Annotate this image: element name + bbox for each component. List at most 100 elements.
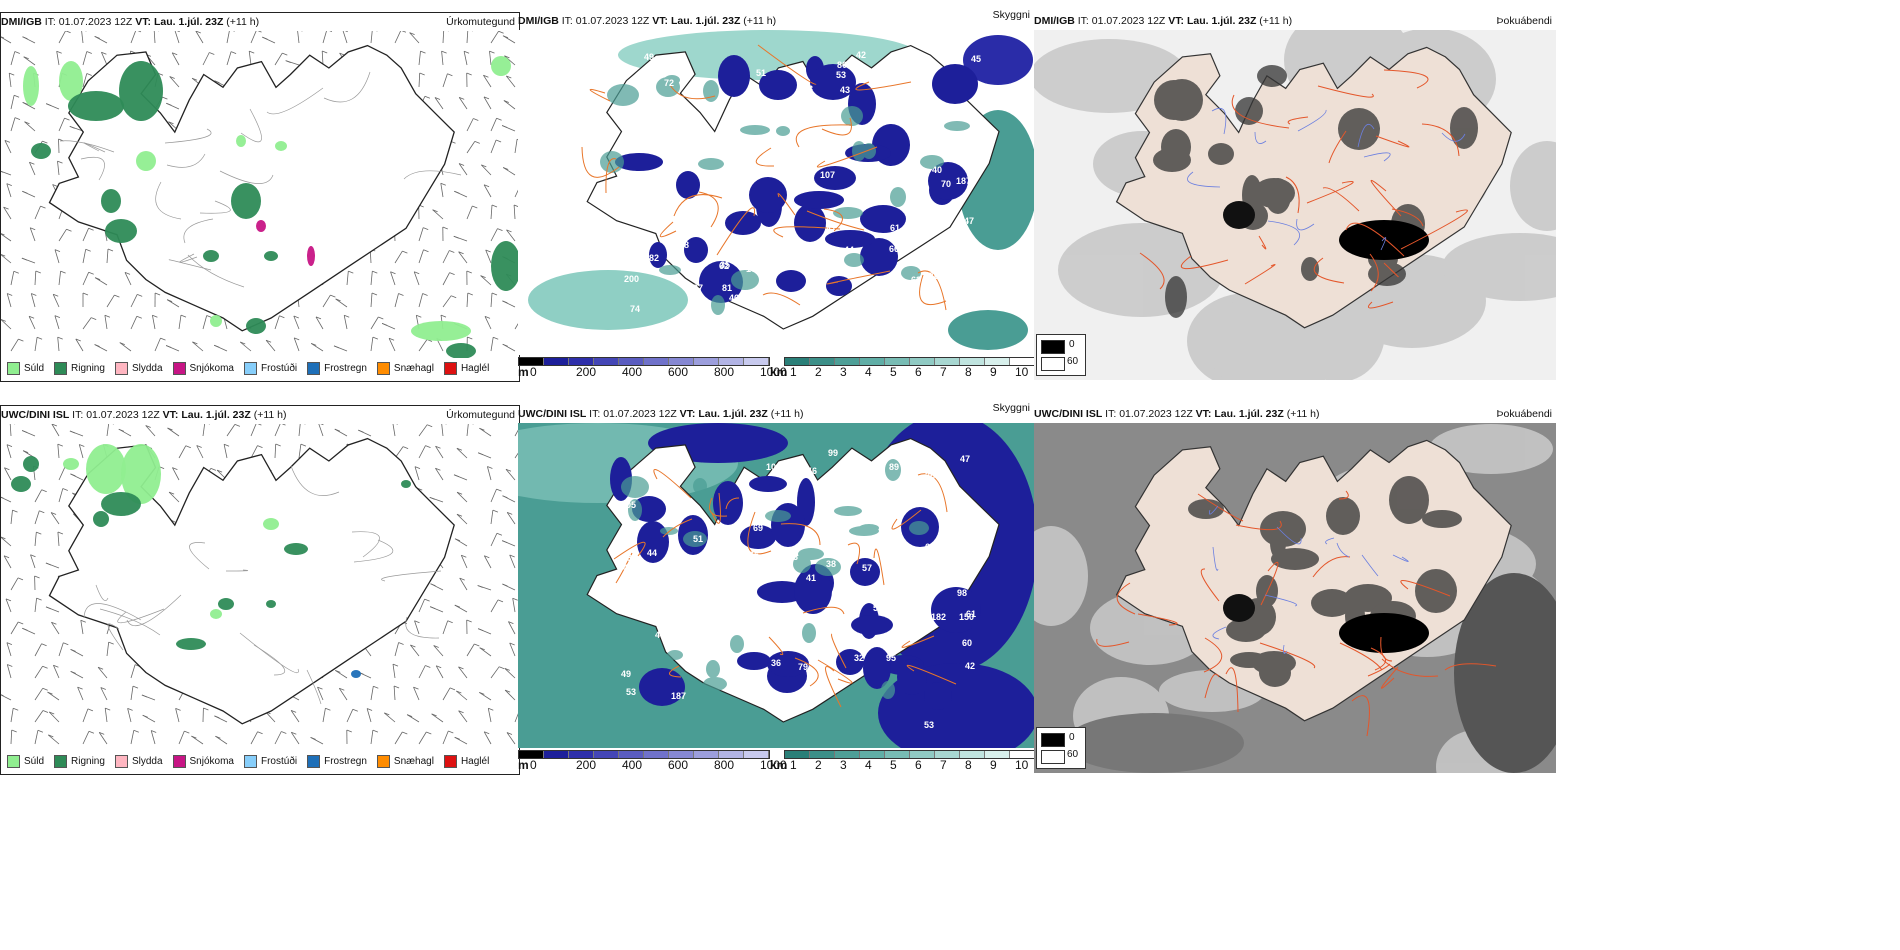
precip-legend-swatch bbox=[114, 362, 128, 375]
wind-barb-feather bbox=[454, 538, 461, 542]
wind-barb bbox=[10, 338, 19, 352]
wind-barb bbox=[171, 52, 180, 66]
wind-barb-feather bbox=[165, 345, 172, 348]
road-line bbox=[1391, 208, 1424, 227]
scale-tick-label: 9 bbox=[990, 758, 997, 772]
wind-barb bbox=[82, 731, 90, 745]
panel-visibility-dmi: DMI/IGB IT: 01.07.2023 12Z VT: Lau. 1.jú… bbox=[518, 9, 1036, 380]
visibility-value-label: 42 bbox=[965, 661, 975, 671]
wind-barb-feather bbox=[430, 583, 436, 587]
river-line bbox=[1276, 526, 1302, 545]
wind-barb-feather bbox=[372, 270, 378, 274]
road-line bbox=[1383, 69, 1429, 89]
precip-legend-item: Snæhagl bbox=[376, 362, 434, 375]
wind-barb bbox=[514, 187, 519, 198]
wind-barb bbox=[504, 55, 516, 66]
wind-barb bbox=[504, 689, 516, 701]
wind-barb-feather bbox=[132, 685, 139, 689]
panel-visibility-uwc: UWC/DINI ISL IT: 01.07.2023 12Z VT: Lau.… bbox=[518, 402, 1036, 773]
wind-barb bbox=[490, 533, 498, 547]
precip-area bbox=[218, 598, 234, 610]
wind-barb-feather bbox=[466, 270, 472, 274]
wind-barb-feather bbox=[384, 712, 390, 716]
road-line bbox=[1339, 642, 1383, 671]
visibility-value-label: 56 bbox=[873, 603, 883, 613]
wind-barb-feather bbox=[137, 294, 143, 297]
wind-barb-feather bbox=[56, 50, 62, 54]
wind-barb-feather bbox=[262, 36, 268, 40]
scale-color-step bbox=[569, 358, 594, 365]
wind-barb-feather bbox=[41, 643, 47, 647]
wind-barb bbox=[52, 294, 60, 308]
wind-barb bbox=[410, 644, 420, 657]
wind-barb-feather bbox=[322, 50, 328, 54]
wind-barb-feather bbox=[12, 509, 18, 513]
visibility-value-label: 88 bbox=[679, 240, 689, 250]
wind-barb-feather bbox=[480, 275, 486, 278]
wind-barb bbox=[10, 117, 16, 132]
road-line bbox=[906, 664, 957, 685]
wind-barb bbox=[418, 424, 428, 437]
scale-color-step bbox=[594, 751, 619, 758]
road-line bbox=[709, 497, 728, 517]
sea-low-visibility bbox=[963, 35, 1033, 85]
scale-color-step bbox=[669, 751, 694, 758]
wind-barb-feather bbox=[30, 554, 36, 558]
wind-barb-feather bbox=[373, 685, 379, 689]
visibility-value-label: 47 bbox=[686, 604, 696, 614]
wind-barb bbox=[34, 489, 43, 503]
wind-barb-feather bbox=[456, 491, 463, 495]
visibility-value-label: 35 bbox=[720, 260, 730, 270]
wind-barb bbox=[490, 139, 497, 154]
road-line bbox=[225, 569, 248, 572]
precip-legend-label: Slydda bbox=[131, 363, 163, 374]
visibility-value-label: 42 bbox=[856, 50, 866, 60]
moderate-visibility-cell bbox=[901, 266, 921, 280]
visibility-value-label: 46 bbox=[807, 466, 817, 476]
moderate-visibility-cell bbox=[600, 151, 624, 173]
wind-barb-feather bbox=[195, 31, 201, 34]
precip-legend-label: Snjókoma bbox=[189, 363, 234, 374]
wind-barb bbox=[370, 730, 374, 745]
road-line bbox=[1231, 94, 1290, 129]
wind-barb-feather bbox=[358, 429, 364, 433]
road-line bbox=[653, 469, 692, 499]
wind-barb-feather bbox=[489, 50, 495, 54]
precip-area bbox=[63, 458, 79, 470]
low-visibility-cell bbox=[737, 652, 771, 670]
wind-barb-feather bbox=[45, 606, 52, 610]
road-line bbox=[166, 153, 206, 168]
scale-color-step bbox=[594, 358, 619, 365]
wind-barb-feather bbox=[484, 731, 490, 735]
wind-barb-feather bbox=[185, 445, 191, 449]
moderate-visibility-cell bbox=[793, 555, 811, 573]
road-network bbox=[1096, 490, 1497, 737]
visibility-value-label: 41 bbox=[806, 573, 816, 583]
wind-barb-feather bbox=[479, 427, 485, 431]
wind-barb-feather bbox=[423, 249, 429, 253]
river-line bbox=[1392, 554, 1409, 562]
visibility-value-label: 205 bbox=[621, 500, 636, 510]
wind-barb bbox=[505, 75, 516, 88]
wind-barb-feather bbox=[456, 690, 462, 694]
wind-barb bbox=[274, 731, 282, 745]
precip-area bbox=[264, 251, 278, 261]
wind-barb-feather bbox=[508, 621, 514, 624]
visibility-value-label: 182 bbox=[931, 612, 946, 622]
precip-area bbox=[401, 480, 411, 488]
scale-color-step bbox=[885, 751, 910, 758]
visibility-value-label: 43 bbox=[840, 85, 850, 95]
wind-barb bbox=[514, 710, 519, 723]
wind-barb-feather bbox=[434, 97, 441, 100]
precip-legend-item: Frostúði bbox=[243, 362, 297, 375]
road-line bbox=[239, 632, 299, 674]
scale-tick-label: 9 bbox=[990, 365, 997, 379]
wind-barb-feather bbox=[506, 229, 512, 233]
scale-tick-label: km bbox=[770, 365, 788, 379]
road-line bbox=[581, 146, 620, 178]
fog-legend-swatch-min bbox=[1041, 750, 1065, 764]
wind-barb-feather bbox=[406, 714, 413, 717]
wind-barb-feather bbox=[499, 666, 505, 670]
visibility-value-label: 68 bbox=[823, 646, 833, 656]
visibility-value-label: 69 bbox=[753, 523, 763, 533]
